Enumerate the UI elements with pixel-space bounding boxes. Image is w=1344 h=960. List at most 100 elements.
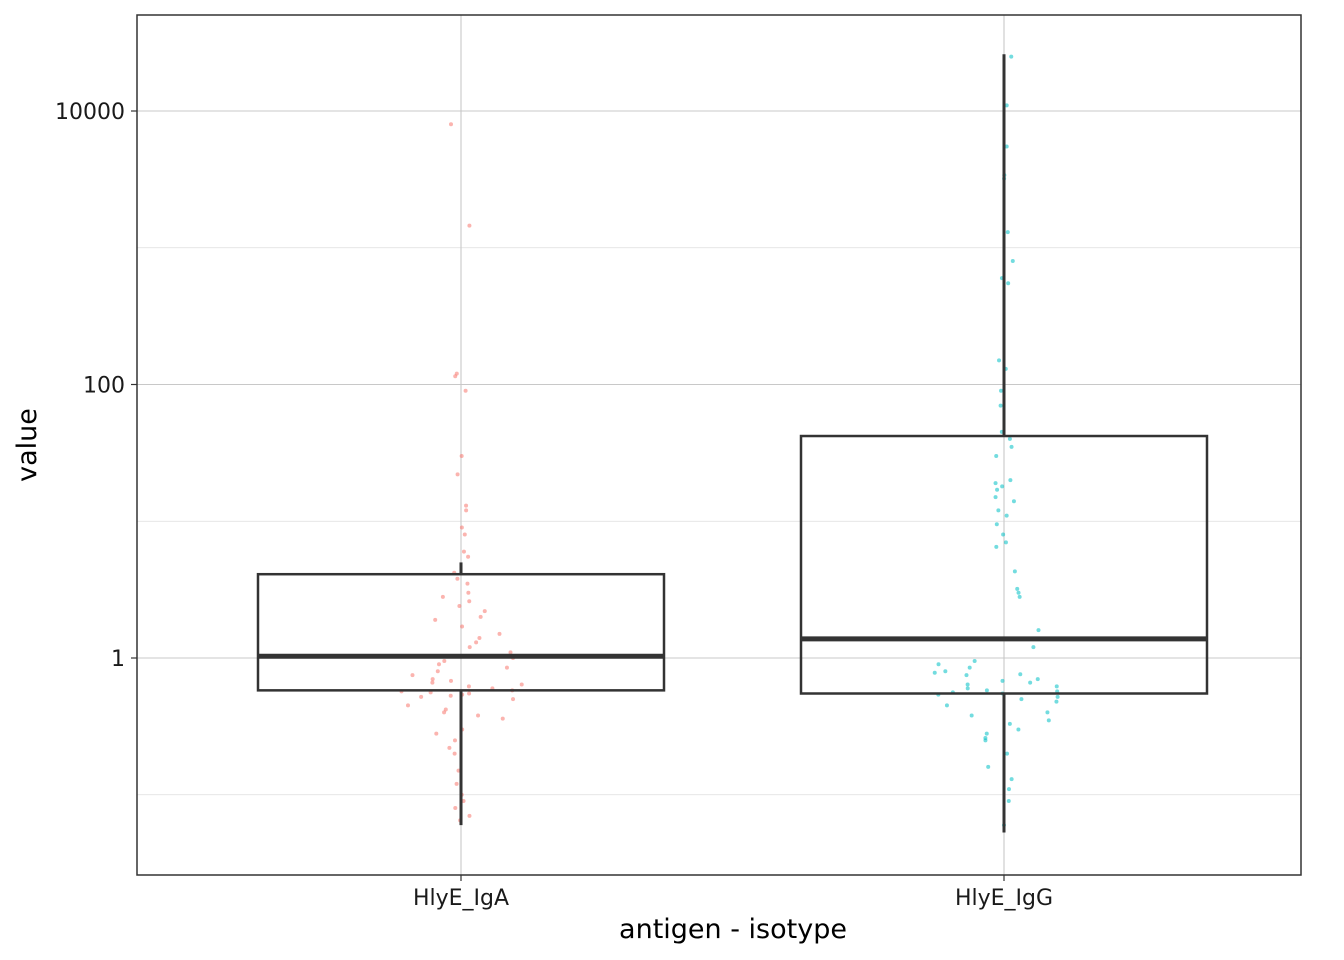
data-point (984, 731, 989, 736)
data-point (467, 691, 472, 696)
data-point (452, 751, 457, 756)
data-point (1006, 799, 1011, 804)
data-point (448, 678, 453, 683)
box (256, 572, 666, 692)
data-point (466, 554, 471, 559)
data-point (1015, 586, 1020, 591)
data-point (944, 703, 949, 708)
data-point (932, 670, 937, 675)
data-point (986, 764, 991, 769)
data-point (436, 662, 441, 667)
data-point (459, 525, 464, 530)
data-point (997, 358, 1002, 363)
data-point (410, 673, 415, 678)
data-point (455, 576, 460, 581)
y-tick-label: 100 (83, 374, 125, 399)
data-point (440, 594, 445, 599)
data-point (1000, 678, 1005, 683)
data-point (1054, 699, 1059, 704)
data-point (995, 487, 1000, 492)
data-point (1018, 672, 1023, 677)
y-tick-label: 1 (111, 647, 125, 672)
data-point (993, 495, 998, 500)
y-axis-title: value (12, 408, 43, 482)
data-point (430, 677, 435, 682)
data-point (443, 707, 448, 712)
data-point (1035, 677, 1040, 682)
data-point (448, 693, 453, 698)
data-point (1019, 697, 1024, 702)
data-point (464, 503, 469, 508)
data-point (1006, 787, 1011, 792)
data-point (1031, 645, 1036, 650)
data-point (1028, 680, 1033, 685)
data-point (1004, 513, 1009, 518)
data-point (519, 682, 524, 687)
data-point (984, 688, 989, 693)
data-point (1016, 727, 1021, 732)
data-point (1010, 259, 1015, 264)
data-point (1045, 710, 1050, 715)
data-point (1004, 103, 1009, 108)
data-point (461, 549, 466, 554)
data-point (1046, 718, 1051, 723)
data-point (1007, 721, 1012, 726)
data-point (504, 665, 509, 670)
data-point (467, 223, 472, 228)
data-point (466, 590, 471, 595)
boxplots (256, 54, 1209, 833)
data-point (1009, 54, 1014, 59)
data-point (1008, 478, 1013, 483)
data-point (435, 669, 440, 674)
data-point (993, 481, 998, 486)
data-point (453, 806, 458, 811)
data-point (998, 403, 1003, 408)
data-point (405, 703, 410, 708)
data-point (1009, 777, 1014, 782)
data-point (461, 799, 466, 804)
data-point (1012, 569, 1017, 574)
data-point (1016, 590, 1021, 595)
data-point (965, 686, 970, 691)
data-point (455, 472, 460, 477)
box (799, 434, 1209, 695)
data-point (477, 636, 482, 641)
data-point (478, 614, 483, 619)
data-point (434, 731, 439, 736)
data-point (463, 388, 468, 393)
data-point (967, 665, 972, 670)
data-point (1009, 444, 1014, 449)
data-point (467, 599, 472, 604)
data-point (474, 640, 479, 645)
data-point (508, 650, 513, 655)
data-point (476, 713, 481, 718)
data-point (1005, 751, 1010, 756)
data-point (462, 532, 467, 537)
panel-background (137, 15, 1301, 875)
data-point (467, 645, 472, 650)
axes: 1 100 10000 HlyE_IgA HlyE_IgG (55, 100, 1053, 911)
data-point (1005, 230, 1010, 235)
data-point (1003, 540, 1008, 545)
data-point (511, 697, 516, 702)
data-point (1036, 628, 1041, 633)
data-point (419, 694, 424, 699)
data-point (449, 122, 454, 127)
data-point (452, 738, 457, 743)
data-point (994, 454, 999, 459)
data-point (969, 713, 974, 718)
data-point (1017, 594, 1022, 599)
x-tick-label: HlyE_IgA (413, 886, 509, 911)
data-point (983, 738, 988, 743)
y-tick-label: 10000 (55, 100, 125, 125)
data-point (964, 673, 969, 678)
data-point (994, 522, 999, 527)
data-point (442, 710, 447, 715)
data-point (464, 508, 469, 513)
data-point (999, 388, 1004, 393)
data-point (447, 745, 452, 750)
data-point (430, 680, 435, 685)
data-point (1004, 144, 1009, 149)
data-point (1000, 484, 1005, 489)
